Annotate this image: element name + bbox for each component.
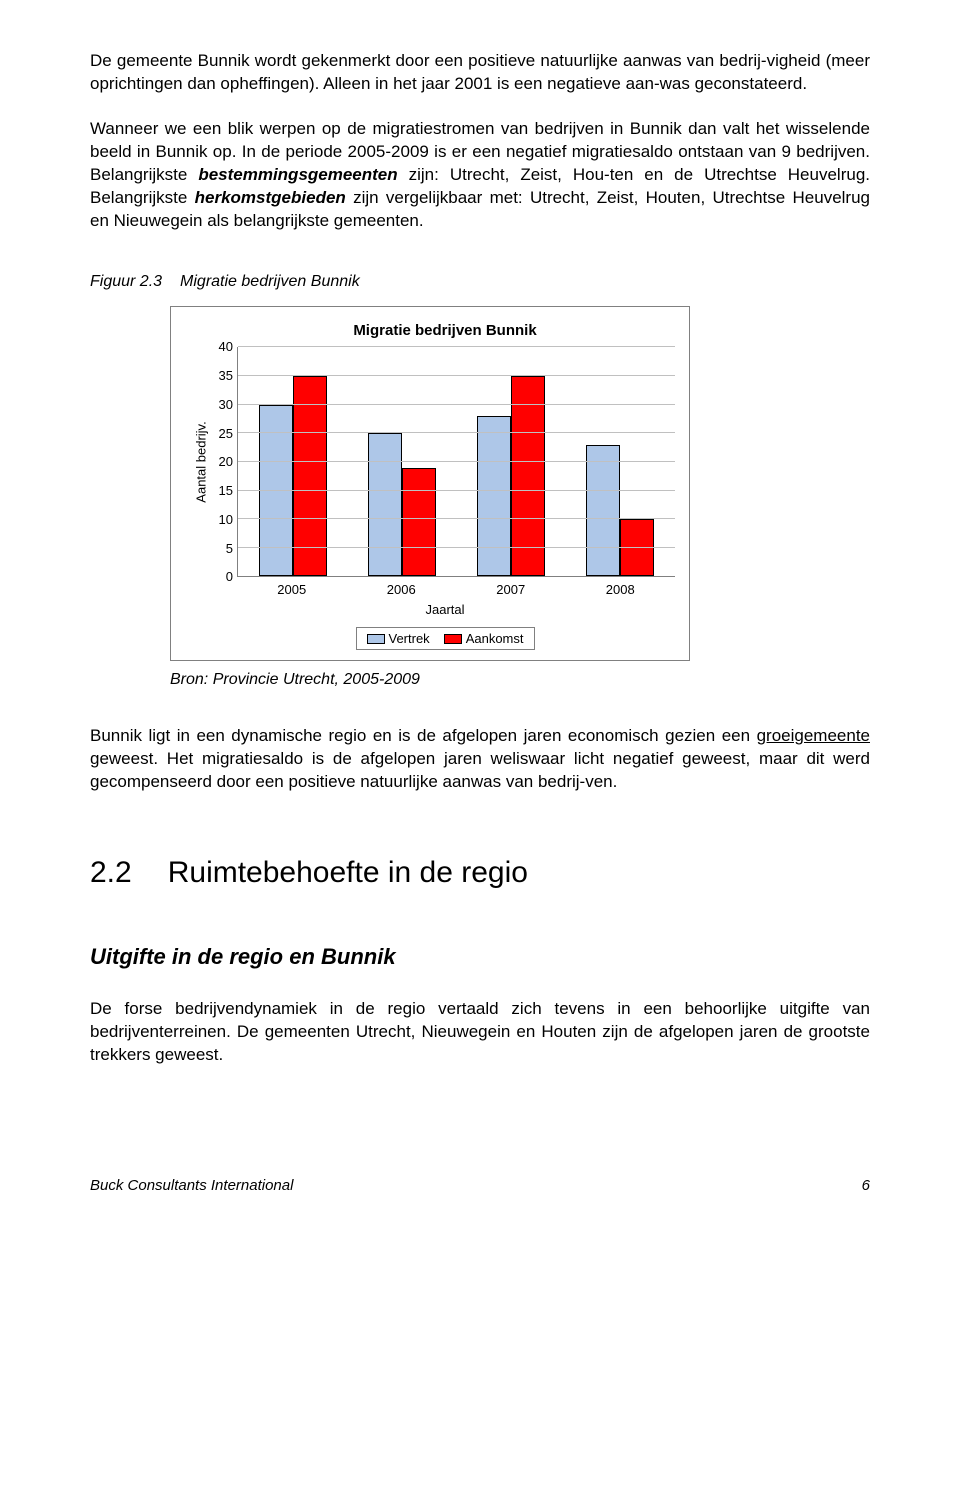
- x-axis-labels: 2005200620072008: [237, 581, 675, 599]
- legend-label: Aankomst: [466, 631, 524, 646]
- footer-company: Buck Consultants International: [90, 1176, 293, 1196]
- section-number: 2.2: [90, 856, 132, 889]
- y-axis-label-wrap: Aantal bedrijv.: [185, 347, 207, 577]
- x-tick-label: 2005: [237, 581, 347, 599]
- grid-line: [238, 461, 675, 462]
- x-tick-label: 2007: [456, 581, 566, 599]
- x-tick-label: 2006: [347, 581, 457, 599]
- figure-title: Migratie bedrijven Bunnik: [180, 273, 360, 290]
- y-axis-ticks: 4035302520151050: [207, 347, 233, 577]
- x-tick-label: 2008: [566, 581, 676, 599]
- section-heading: 2.2 Ruimtebehoefte in de regio: [90, 853, 870, 894]
- text-fragment: Bunnik ligt in een dynamische regio en i…: [90, 726, 757, 745]
- legend: Vertrek Aankomst: [356, 627, 535, 651]
- legend-wrap: Vertrek Aankomst: [215, 619, 675, 651]
- legend-swatch: [367, 634, 385, 644]
- paragraph-uitgifte: De forse bedrijvendynamiek in de regio v…: [90, 998, 870, 1067]
- grid-line: [238, 346, 675, 347]
- page-footer: Buck Consultants International 6: [90, 1176, 870, 1196]
- figure-caption: Figuur 2.3 Migratie bedrijven Bunnik: [90, 271, 870, 293]
- bar: [402, 468, 436, 577]
- grid-line: [238, 432, 675, 433]
- legend-label: Vertrek: [389, 631, 430, 646]
- x-axis-title: Jaartal: [215, 601, 675, 619]
- text-fragment: geweest. Het migratiesaldo is de afgelop…: [90, 749, 870, 791]
- grid-line: [238, 404, 675, 405]
- figure-number: Figuur 2.3: [90, 273, 162, 290]
- figure-source: Bron: Provincie Utrecht, 2005-2009: [170, 669, 870, 691]
- bar: [259, 405, 293, 577]
- grid-line: [238, 490, 675, 491]
- bar-group: [238, 347, 347, 576]
- legend-item: Vertrek: [367, 630, 430, 648]
- text-bold-italic: herkomstgebieden: [195, 188, 346, 207]
- legend-swatch: [444, 634, 462, 644]
- bar: [368, 433, 402, 576]
- bar: [477, 416, 511, 576]
- bar-group: [457, 347, 566, 576]
- footer-page-number: 6: [862, 1176, 870, 1196]
- paragraph-migration: Wanneer we een blik werpen op de migrati…: [90, 118, 870, 233]
- bar: [586, 445, 620, 577]
- bars-layer: [238, 347, 675, 576]
- chart-container: Migratie bedrijven Bunnik Aantal bedrijv…: [170, 306, 690, 661]
- bar-group: [347, 347, 456, 576]
- subsection-heading: Uitgifte in de regio en Bunnik: [90, 942, 870, 972]
- text-bold-italic: bestemmingsgemeenten: [198, 165, 397, 184]
- y-axis-label: Aantal bedrijv.: [193, 422, 211, 503]
- section-title: Ruimtebehoefte in de regio: [168, 856, 528, 889]
- paragraph-intro: De gemeente Bunnik wordt gekenmerkt door…: [90, 50, 870, 96]
- bar: [620, 519, 654, 576]
- bar-group: [566, 347, 675, 576]
- grid-line: [238, 547, 675, 548]
- chart-body: Aantal bedrijv. 4035302520151050: [185, 347, 675, 577]
- plot-area: [237, 347, 675, 577]
- grid-line: [238, 518, 675, 519]
- chart-title: Migratie bedrijven Bunnik: [215, 321, 675, 341]
- paragraph-growth: Bunnik ligt in een dynamische regio en i…: [90, 725, 870, 794]
- legend-item: Aankomst: [444, 630, 524, 648]
- grid-line: [238, 375, 675, 376]
- text-underline: groeigemeente: [757, 726, 870, 745]
